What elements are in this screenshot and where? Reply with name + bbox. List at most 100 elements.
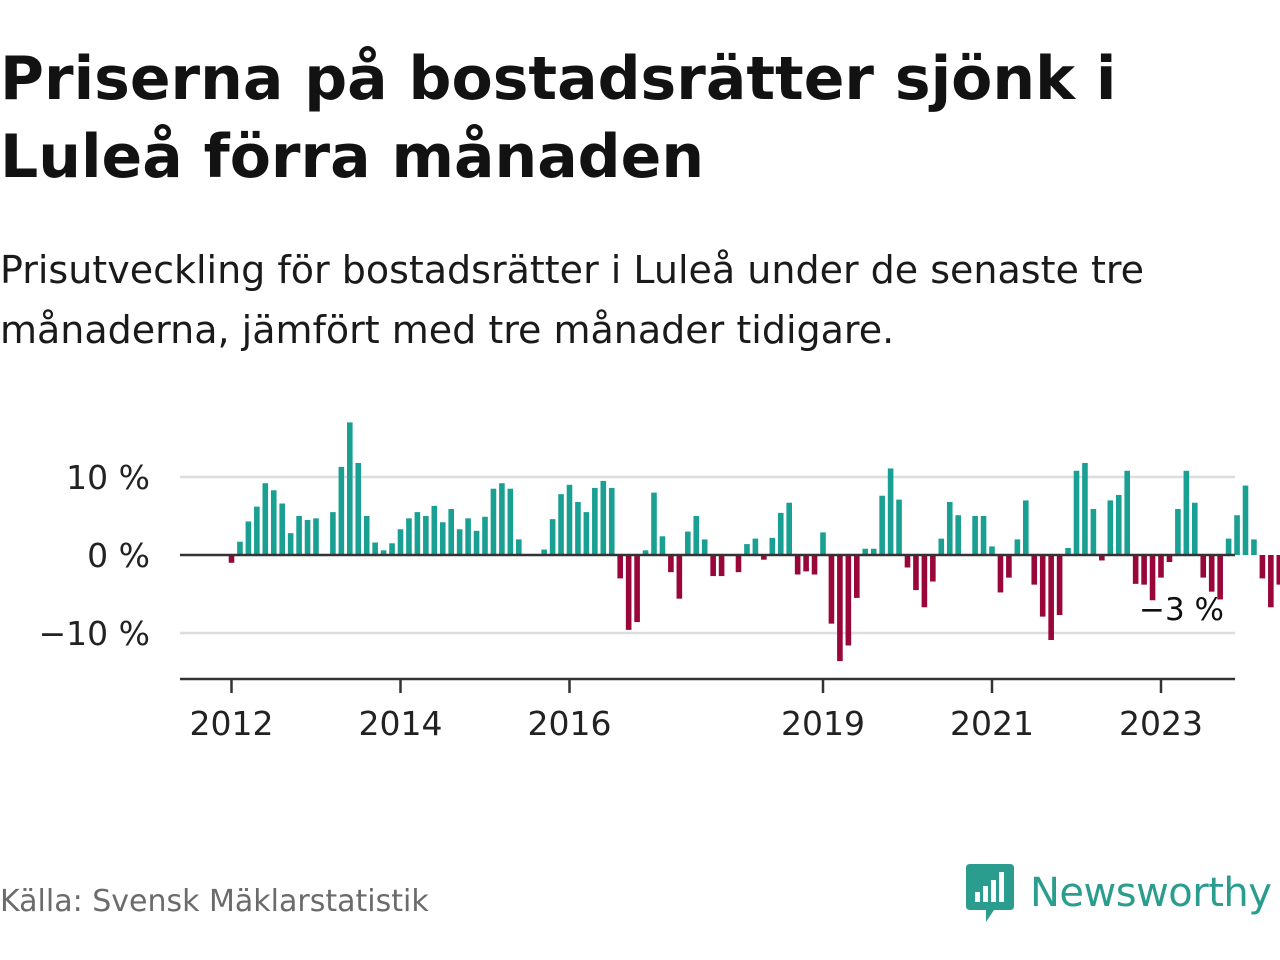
bar: [254, 506, 260, 555]
bar: [811, 555, 818, 575]
bars: [228, 422, 1280, 662]
bar: [372, 542, 378, 555]
bar: [938, 538, 945, 555]
bar: [955, 515, 961, 555]
bar: [913, 555, 919, 591]
bar: [237, 541, 243, 555]
x-tick-label: 2023: [1119, 704, 1203, 743]
source-note: Källa: Svensk Mäklarstatistik: [0, 884, 429, 919]
bar: [1082, 462, 1088, 555]
bar: [1073, 470, 1080, 555]
bar: [769, 537, 776, 555]
bar: [997, 555, 1004, 593]
axes: [180, 553, 1235, 693]
bar: [837, 555, 843, 662]
bar: [625, 555, 632, 630]
bar: [1259, 555, 1266, 579]
bar: [642, 550, 649, 555]
newsworthy-logo-icon: [966, 864, 1014, 922]
bar: [1031, 555, 1038, 585]
bar: [1276, 555, 1280, 585]
bar: [896, 499, 902, 555]
bar: [1183, 470, 1190, 555]
bar: [296, 516, 302, 555]
bar: [380, 550, 387, 555]
bar: [575, 501, 581, 555]
bar: [676, 555, 683, 599]
bar: [313, 518, 319, 555]
bar: [482, 516, 488, 555]
bar: [330, 512, 336, 555]
bar: [1039, 555, 1046, 617]
y-tick-label: −10 %: [39, 614, 151, 653]
bar: [1200, 555, 1207, 578]
bar: [710, 555, 716, 577]
bar: [1158, 555, 1164, 578]
bar: [600, 480, 607, 555]
bar: [245, 521, 252, 555]
bar: [828, 555, 835, 624]
bar: [930, 555, 936, 582]
bar: [786, 502, 792, 555]
bar: [566, 484, 573, 555]
bar: [879, 495, 885, 555]
bar: [887, 468, 894, 555]
bar: [406, 518, 412, 555]
bar: [549, 519, 556, 555]
x-tick-label: 2016: [528, 704, 612, 743]
bar: [980, 516, 987, 555]
bar: [1006, 555, 1012, 578]
bar: [744, 544, 750, 555]
bar: [1124, 470, 1130, 555]
bar: [1141, 555, 1147, 585]
bar: [870, 548, 877, 555]
bar: [473, 530, 480, 555]
bar: [1115, 494, 1122, 555]
bar: [989, 546, 995, 555]
bar: [448, 508, 454, 555]
bar: [355, 462, 362, 555]
bar: [541, 549, 547, 555]
bar: [794, 555, 801, 575]
bar: [1242, 485, 1249, 555]
last-value-label: −3 %: [1139, 592, 1224, 628]
x-tick-label: 2021: [950, 704, 1034, 743]
bar: [431, 505, 438, 555]
bar: [262, 483, 269, 555]
bar: [862, 548, 869, 555]
bar: [752, 538, 759, 555]
bar: [1056, 555, 1063, 616]
bar: [685, 531, 691, 555]
y-tick-label: 0 %: [87, 536, 150, 575]
bar: [1175, 508, 1181, 555]
bar: [465, 518, 471, 555]
bar: [634, 555, 640, 623]
bar: [499, 483, 505, 555]
bar: [854, 555, 860, 598]
bar: [456, 529, 463, 555]
bar: [1090, 508, 1097, 555]
bar: [439, 522, 446, 555]
bar: [1023, 500, 1029, 555]
bar: [389, 543, 395, 555]
bar: [1099, 555, 1105, 561]
bar: [287, 533, 294, 555]
bar: [423, 516, 429, 555]
bar: [845, 555, 852, 646]
bar: [659, 536, 666, 555]
bar: [1014, 539, 1021, 555]
chart-subtitle: Prisutveckling för bostadsrätter i Luleå…: [0, 248, 1145, 352]
bar: [347, 422, 353, 555]
bar: [1107, 500, 1114, 555]
bar: [1166, 555, 1173, 563]
bar: [1208, 555, 1215, 592]
bar: [921, 555, 928, 608]
bar: [820, 532, 826, 555]
bar: [904, 555, 911, 568]
y-tick-label: 10 %: [66, 458, 150, 497]
bar: [761, 555, 767, 560]
x-tick-label: 2012: [190, 704, 274, 743]
bar: [1065, 547, 1071, 555]
bar: [668, 555, 674, 573]
bar: [592, 487, 598, 555]
